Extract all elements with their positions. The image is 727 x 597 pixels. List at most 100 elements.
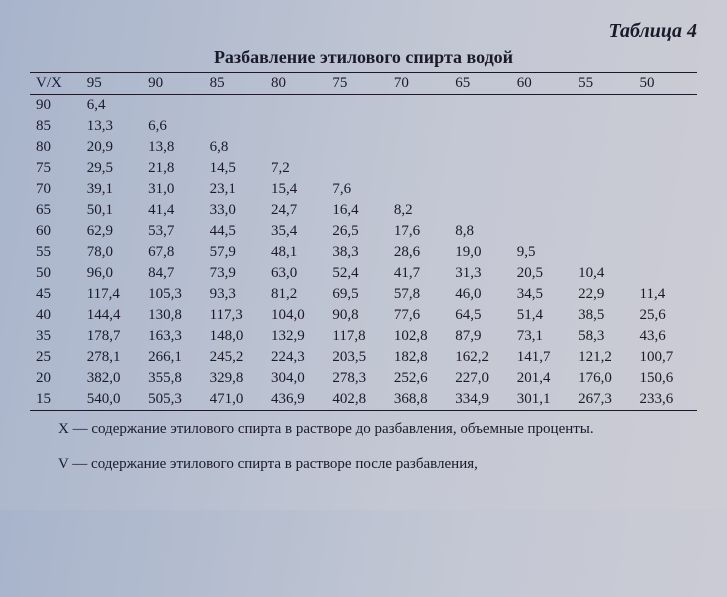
- cell: 52,4: [328, 263, 389, 284]
- cell: 58,3: [574, 326, 635, 347]
- cell: 41,7: [390, 263, 451, 284]
- cell: 28,6: [390, 242, 451, 263]
- cell: 17,6: [390, 221, 451, 242]
- cell: 25,6: [636, 305, 697, 326]
- cell: 41,4: [144, 200, 205, 221]
- cell: 90,8: [328, 305, 389, 326]
- column-header: 55: [574, 73, 635, 95]
- cell: 46,0: [451, 284, 512, 305]
- cell: 471,0: [206, 389, 267, 411]
- cell: [206, 116, 267, 137]
- cell: 48,1: [267, 242, 328, 263]
- table-row: 20382,0355,8329,8304,0278,3252,6227,0201…: [30, 368, 697, 389]
- cell: [513, 221, 574, 242]
- cell: 162,2: [451, 347, 512, 368]
- row-label: 80: [30, 137, 83, 158]
- cell: 178,7: [83, 326, 144, 347]
- cell: 16,4: [328, 200, 389, 221]
- cell: [574, 221, 635, 242]
- cell: 6,6: [144, 116, 205, 137]
- cell: 35,4: [267, 221, 328, 242]
- cell: [390, 116, 451, 137]
- cell: 117,4: [83, 284, 144, 305]
- row-label: 75: [30, 158, 83, 179]
- footnote-x: X — содержание этилового спирта в раство…: [30, 419, 697, 439]
- cell: [636, 200, 697, 221]
- cell: 22,9: [574, 284, 635, 305]
- cell: [144, 95, 205, 117]
- table-row: 35178,7163,3148,0132,9117,8102,887,973,1…: [30, 326, 697, 347]
- dilution-table: V/X95908580757065605550 906,48513,36,680…: [30, 72, 697, 411]
- cell: [451, 95, 512, 117]
- cell: 252,6: [390, 368, 451, 389]
- row-label: 85: [30, 116, 83, 137]
- cell: 38,5: [574, 305, 635, 326]
- cell: 14,5: [206, 158, 267, 179]
- cell: 24,7: [267, 200, 328, 221]
- cell: 31,3: [451, 263, 512, 284]
- cell: [328, 137, 389, 158]
- cell: [451, 200, 512, 221]
- cell: [390, 137, 451, 158]
- cell: [636, 242, 697, 263]
- cell: 7,2: [267, 158, 328, 179]
- cell: [574, 200, 635, 221]
- cell: 6,8: [206, 137, 267, 158]
- table-title: Разбавление этилового спирта водой: [30, 47, 697, 68]
- cell: 13,8: [144, 137, 205, 158]
- cell: 130,8: [144, 305, 205, 326]
- cell: 34,5: [513, 284, 574, 305]
- column-header: 95: [83, 73, 144, 95]
- cell: 8,2: [390, 200, 451, 221]
- cell: 104,0: [267, 305, 328, 326]
- cell: [206, 95, 267, 117]
- cell: [636, 221, 697, 242]
- cell: [513, 116, 574, 137]
- cell: 44,5: [206, 221, 267, 242]
- cell: 245,2: [206, 347, 267, 368]
- cell: 20,9: [83, 137, 144, 158]
- column-header: 80: [267, 73, 328, 95]
- cell: [267, 116, 328, 137]
- table-row: 15540,0505,3471,0436,9402,8368,8334,9301…: [30, 389, 697, 411]
- cell: [267, 95, 328, 117]
- cell: 329,8: [206, 368, 267, 389]
- cell: 436,9: [267, 389, 328, 411]
- cell: 150,6: [636, 368, 697, 389]
- table-row: 906,4: [30, 95, 697, 117]
- table-number: Таблица 4: [30, 20, 697, 43]
- cell: 64,5: [451, 305, 512, 326]
- cell: 77,6: [390, 305, 451, 326]
- cell: [574, 179, 635, 200]
- cell: 144,4: [83, 305, 144, 326]
- cell: [574, 158, 635, 179]
- cell: 141,7: [513, 347, 574, 368]
- cell: [390, 179, 451, 200]
- cell: 39,1: [83, 179, 144, 200]
- cell: 267,3: [574, 389, 635, 411]
- cell: 13,3: [83, 116, 144, 137]
- row-label: 70: [30, 179, 83, 200]
- cell: [390, 158, 451, 179]
- cell: [574, 95, 635, 117]
- column-header: 70: [390, 73, 451, 95]
- table-row: 8020,913,86,8: [30, 137, 697, 158]
- table-row: 45117,4105,393,381,269,557,846,034,522,9…: [30, 284, 697, 305]
- cell: 38,3: [328, 242, 389, 263]
- cell: [513, 179, 574, 200]
- cell: 266,1: [144, 347, 205, 368]
- cell: 233,6: [636, 389, 697, 411]
- row-label: 25: [30, 347, 83, 368]
- cell: 105,3: [144, 284, 205, 305]
- cell: 51,4: [513, 305, 574, 326]
- table-row: 6062,953,744,535,426,517,68,8: [30, 221, 697, 242]
- column-header: 50: [636, 73, 697, 95]
- cell: [328, 116, 389, 137]
- cell: 8,8: [451, 221, 512, 242]
- cell: [636, 179, 697, 200]
- cell: 50,1: [83, 200, 144, 221]
- cell: 176,0: [574, 368, 635, 389]
- cell: 100,7: [636, 347, 697, 368]
- cell: [451, 137, 512, 158]
- cell: [328, 95, 389, 117]
